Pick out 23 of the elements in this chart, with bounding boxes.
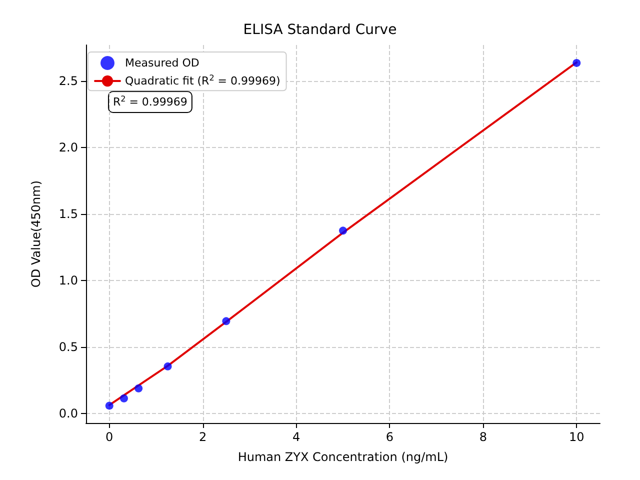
point bbox=[134, 384, 143, 392]
point bbox=[572, 58, 581, 67]
y-tick-label: 2.0 bbox=[58, 140, 78, 154]
x-tick-label: 2 bbox=[199, 430, 207, 444]
point bbox=[164, 362, 172, 370]
x-tick-label: 10 bbox=[568, 430, 584, 444]
x-tick-label: 8 bbox=[479, 430, 487, 444]
y-tick-label: 1.5 bbox=[58, 207, 78, 222]
y-tick-label: 1.0 bbox=[58, 274, 78, 288]
point bbox=[339, 226, 347, 235]
legend-label: Measured OD bbox=[125, 56, 200, 70]
point bbox=[222, 317, 230, 326]
y-tick-label: 0.5 bbox=[58, 340, 78, 354]
y-axis-title: OD Value(450nm) bbox=[29, 180, 43, 288]
x-axis-title: Human ZYX Concentration (ng/mL) bbox=[238, 450, 448, 464]
x-tick-label: 4 bbox=[292, 430, 300, 444]
point bbox=[120, 394, 128, 402]
x-tick-label: 0 bbox=[106, 430, 114, 444]
chart-title: ELISA Standard Curve bbox=[243, 22, 397, 38]
y-tick-label: 2.5 bbox=[58, 74, 78, 88]
point bbox=[105, 402, 114, 410]
y-tick-label: 0.0 bbox=[58, 406, 78, 421]
x-tick-label: 6 bbox=[386, 430, 394, 444]
